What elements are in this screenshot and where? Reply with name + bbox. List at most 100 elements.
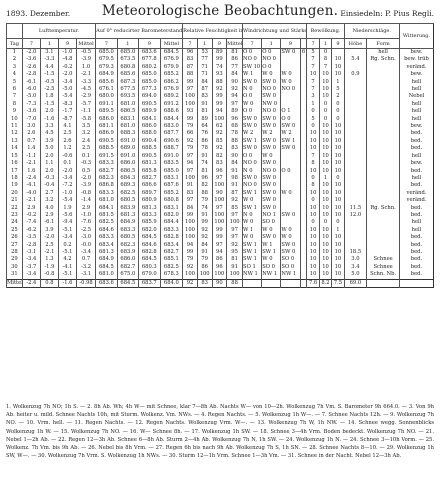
cell: O 0	[242, 108, 262, 116]
cell: SW 0	[261, 115, 281, 124]
cell: 8	[306, 160, 320, 168]
cell: 679.5	[95, 56, 118, 64]
cell: 3.1	[39, 48, 59, 57]
cell: 10	[318, 256, 332, 264]
mittel-row: Mittel -2.4 0.8 -1.6 -0.98 683.6 684.5 683.7 684…	[6, 278, 434, 288]
cell: 10	[318, 182, 332, 190]
cell: 68	[226, 123, 243, 131]
cell: 686.0	[95, 115, 118, 124]
cell: O 0	[261, 63, 281, 72]
cell: 677.3	[138, 86, 161, 94]
cell: 10	[306, 167, 320, 175]
cell: 25	[6, 226, 23, 235]
cell: 0	[331, 219, 345, 227]
cell: 26	[6, 234, 23, 242]
cell: SW 0	[261, 123, 281, 131]
weather-cell: hell	[398, 108, 434, 116]
cell: SW 0	[280, 48, 301, 57]
cell: -5.1	[57, 226, 77, 235]
group-weather: Witterung.	[398, 23, 434, 49]
cell: 688.7	[159, 145, 183, 153]
cell: 3.5	[75, 123, 96, 131]
cell: -2.0	[39, 234, 59, 242]
mittel-cell	[242, 278, 262, 288]
cell: 7	[306, 78, 320, 87]
cell: 1.1	[39, 160, 59, 168]
cell: 688.5	[95, 145, 118, 153]
cell: -6.2	[21, 226, 41, 235]
cell: 688.0	[138, 130, 161, 138]
cell: 3.9	[39, 137, 59, 146]
subheader-t9: 9	[280, 38, 301, 49]
cell: 1.9	[57, 204, 77, 212]
cell: SW 0	[242, 174, 262, 183]
cell	[299, 182, 307, 190]
cell	[299, 108, 307, 116]
cell: N 0	[242, 86, 262, 94]
cell: 10	[306, 71, 320, 79]
cell: 81	[226, 48, 243, 57]
cell: -1.0	[75, 211, 96, 220]
subheader-col-tag-label: Tag	[6, 38, 23, 49]
cell: 10	[306, 263, 320, 272]
cell: SW 0	[280, 123, 301, 131]
cell: 5	[306, 48, 320, 57]
cell: 2.5	[57, 130, 77, 138]
cell: NO 0	[261, 108, 281, 116]
cell: 10	[306, 226, 320, 235]
cell: 97	[211, 174, 227, 183]
cell: SW 1	[242, 248, 262, 257]
cell: 10	[318, 167, 332, 175]
group-cloud: Bewölkung.	[306, 23, 345, 39]
cell: 1	[318, 174, 332, 183]
cell: 681.3	[95, 248, 118, 257]
cell: 675.0	[116, 271, 139, 280]
cell: 690.6	[159, 137, 183, 146]
cell: -3.1	[21, 248, 41, 257]
cell	[343, 189, 367, 198]
cell: -5.0	[21, 93, 41, 101]
cell	[299, 167, 307, 175]
cell: 84	[196, 78, 212, 87]
cell: W 0	[242, 100, 262, 109]
cell: 677.8	[138, 56, 161, 64]
cell: 78	[196, 145, 212, 153]
cell: -0.2	[21, 211, 41, 220]
cell: NO 1	[261, 211, 281, 220]
cell: 10	[318, 71, 332, 79]
weather-cell: bed.	[398, 234, 434, 242]
cell: 97	[226, 226, 243, 235]
cell: 688.6	[159, 108, 183, 116]
weather-cell: bed.	[398, 204, 434, 212]
cell: NW 1	[242, 271, 262, 280]
table-row: 30 -3.7 -1.9 -4.1 -3.2 684.5 682.7 680.3 682.5 92…	[6, 263, 434, 272]
cell: 0	[318, 48, 332, 57]
cell: 94	[226, 93, 243, 101]
cell: 682.5	[95, 219, 118, 227]
weather-cell: bed.	[398, 248, 434, 257]
cell: -2.8	[21, 241, 41, 249]
cell: O 0	[280, 115, 301, 124]
cell: 10	[331, 130, 345, 138]
cell: 4.0	[39, 204, 59, 212]
cell: -7.6	[75, 219, 96, 227]
weather-cell: bed.	[398, 130, 434, 138]
mittel-cell: Mittel	[6, 278, 23, 288]
cell: 99	[182, 78, 198, 87]
cell: 682.3	[95, 174, 118, 183]
cell: 84	[182, 204, 198, 212]
cell: 682.0	[138, 226, 161, 235]
cell: 76	[196, 130, 212, 138]
weather-cell: bew.	[398, 160, 434, 168]
page-title: Meteorologische Beobachtungen.	[101, 3, 339, 19]
cell: 71	[196, 63, 212, 72]
cell: 99	[211, 56, 227, 64]
cell: -3.4	[57, 234, 77, 242]
mittel-cell: 7.5	[331, 278, 345, 288]
precip-form-cell: Schnee	[366, 256, 400, 264]
cell: 683.4	[95, 241, 118, 249]
cell: 100	[211, 219, 227, 227]
table-row: 7 -5.0 1.8 -5.4 -2.9 680.0 693.5 694.0 689.2 100 8…	[6, 93, 434, 101]
table-row: 25 -6.2 3.9 -5.1 -2.5 684.6 683.3 682.0 683.3 100…	[6, 226, 434, 235]
cell: -4.1	[57, 263, 77, 272]
